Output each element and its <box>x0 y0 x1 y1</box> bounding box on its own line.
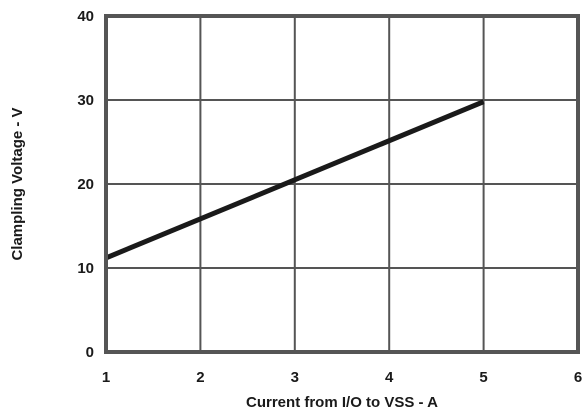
series-line-1 <box>105 99 485 261</box>
y-axis-title: Clampling Voltage - V <box>9 107 26 260</box>
x-tick-label: 2 <box>196 369 204 386</box>
y-tick-label: 0 <box>86 344 94 361</box>
y-tick-label: 20 <box>77 176 94 193</box>
x-tick-label: 1 <box>102 369 110 386</box>
plot-frame <box>104 14 580 354</box>
series-layer <box>105 99 485 261</box>
x-tick-label: 3 <box>291 369 299 386</box>
x-tick-labels: 1 2 3 4 5 6 <box>102 369 582 386</box>
y-tick-label: 30 <box>77 92 94 109</box>
y-tick-label: 40 <box>77 8 94 25</box>
y-tick-label: 10 <box>77 260 94 277</box>
x-tick-label: 6 <box>574 369 582 386</box>
grid-lines <box>105 15 579 353</box>
x-axis-title: Current from I/O to VSS - A <box>246 394 438 411</box>
x-tick-label: 5 <box>479 369 487 386</box>
x-tick-label: 4 <box>385 369 394 386</box>
y-tick-labels: 0 10 20 30 40 <box>77 8 94 361</box>
